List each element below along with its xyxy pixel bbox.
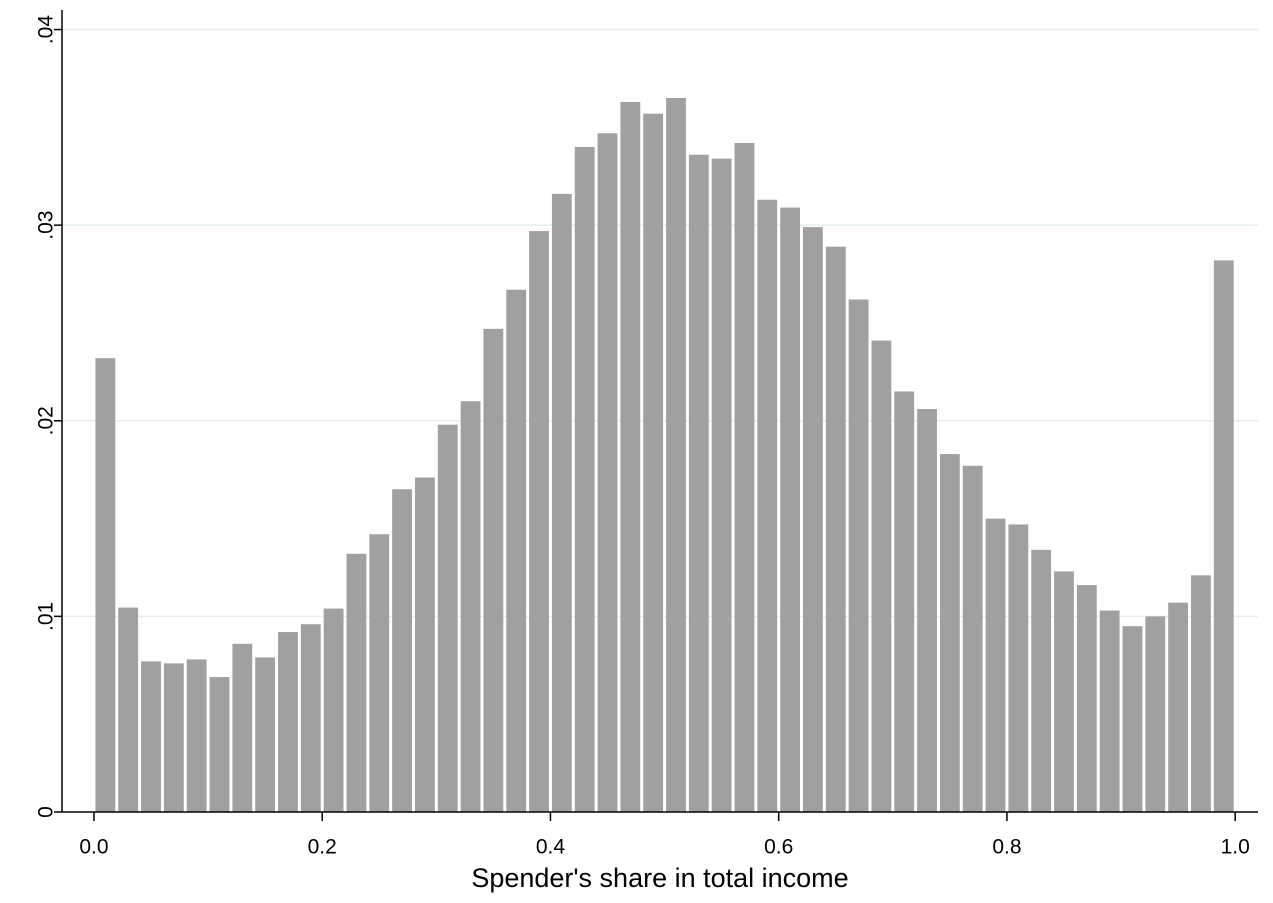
bar: [483, 328, 504, 812]
bar: [346, 553, 367, 812]
x-tick-label: 0.0: [79, 836, 108, 859]
bar: [688, 154, 709, 812]
bar: [300, 624, 321, 812]
bar: [163, 663, 184, 812]
bar: [506, 289, 527, 813]
bar: [939, 454, 960, 812]
bar: [711, 158, 732, 812]
bar: [825, 246, 846, 812]
bar: [232, 643, 253, 812]
x-tick-label: 1.0: [1221, 836, 1250, 859]
bar: [574, 146, 595, 813]
bar: [597, 133, 618, 813]
bar: [414, 477, 435, 812]
bar: [734, 143, 755, 812]
bar: [529, 231, 549, 813]
bar: [871, 340, 892, 812]
bar: [118, 607, 139, 812]
x-axis-title: Spender's share in total income: [471, 863, 848, 893]
bar: [643, 113, 664, 813]
bar: [209, 677, 230, 812]
bar: [95, 358, 116, 812]
bar: [780, 207, 801, 812]
bar: [460, 401, 481, 812]
bar: [917, 409, 937, 812]
bar: [141, 661, 161, 812]
x-tick-label: 0.4: [536, 836, 566, 859]
bar: [369, 534, 390, 812]
bar: [1122, 626, 1143, 812]
bar: [392, 489, 412, 812]
bar: [1213, 260, 1234, 812]
x-tick-label: 0.6: [764, 836, 793, 859]
bar: [1191, 575, 1211, 812]
y-tick-label: .01: [35, 602, 58, 631]
bar: [1099, 610, 1120, 812]
y-tick-label: 0: [35, 806, 58, 818]
bar: [1031, 549, 1052, 812]
bar: [1008, 524, 1029, 812]
bar: [962, 465, 983, 812]
bar: [757, 199, 778, 813]
bar: [551, 193, 572, 812]
bar: [1054, 571, 1074, 812]
bar: [186, 659, 207, 812]
bar: [620, 101, 641, 812]
bar: [848, 299, 869, 812]
y-tick-label: .03: [35, 211, 58, 240]
bar: [666, 98, 686, 812]
bar: [1145, 616, 1166, 812]
x-tick-label: 0.8: [992, 836, 1021, 859]
bar: [323, 608, 344, 812]
bar: [894, 391, 915, 812]
bar: [985, 518, 1006, 812]
y-tick-label: .02: [35, 406, 58, 435]
bar: [803, 227, 823, 812]
x-tick-label: 0.2: [308, 836, 337, 859]
y-tick-label: .04: [35, 15, 58, 45]
bar: [255, 657, 276, 812]
bar: [1168, 602, 1189, 812]
bar: [278, 632, 298, 812]
bar: [437, 424, 458, 812]
bar: [1076, 585, 1097, 812]
